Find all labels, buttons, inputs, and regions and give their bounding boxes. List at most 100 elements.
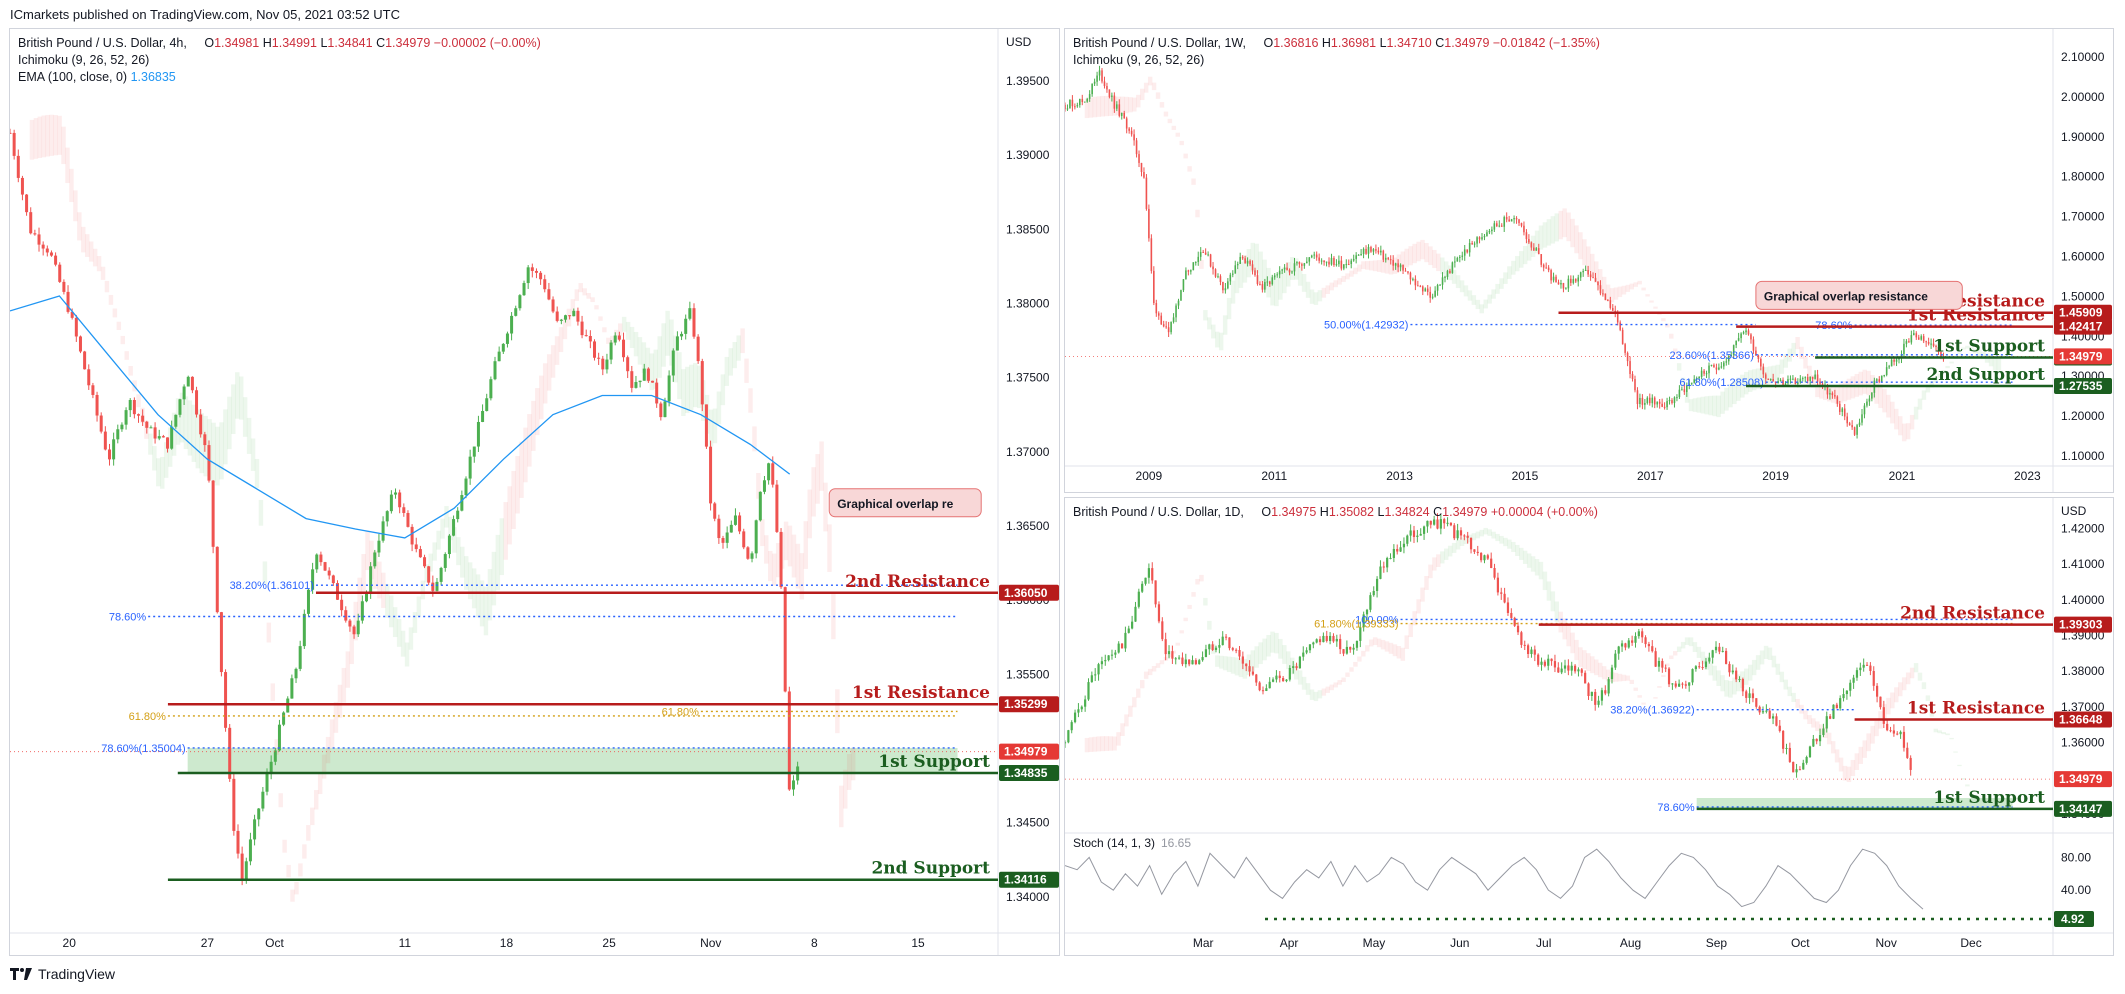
support-level-label: 1st Support	[878, 752, 990, 772]
candle-body	[1705, 373, 1708, 375]
candle-body	[1765, 710, 1768, 712]
x-tick-label: Nov	[1876, 936, 1897, 950]
ichimoku-cloud-segment	[1321, 287, 1327, 298]
candle-body	[327, 570, 331, 576]
chart-panel-1w[interactable]: British Pound / U.S. Dollar, 1W, O1.3681…	[1064, 28, 2114, 493]
candle-body	[1641, 631, 1644, 638]
candle-body	[1506, 602, 1510, 613]
candle-body	[402, 507, 406, 513]
candle-body	[1587, 683, 1590, 696]
ichimoku-cloud-segment	[1795, 698, 1800, 708]
ichimoku-cloud-segment	[491, 551, 497, 606]
candle-body	[460, 495, 464, 511]
ichimoku-cloud-segment	[1270, 276, 1275, 306]
candle-body	[1135, 140, 1138, 155]
candle-body	[1070, 722, 1073, 731]
ichimoku-cloud-segment	[1400, 647, 1406, 661]
ichimoku-cloud-segment	[1128, 705, 1133, 717]
ichimoku-cloud-segment	[278, 793, 283, 808]
ichimoku-cloud-segment	[1779, 359, 1785, 374]
candle-body	[1228, 637, 1231, 649]
ichimoku-cloud-segment	[460, 546, 465, 578]
candle-body	[1266, 281, 1269, 283]
candle-body	[1723, 362, 1725, 367]
candle-body	[1416, 535, 1419, 537]
ichimoku-cloud-segment	[594, 305, 599, 310]
candle-body	[1718, 367, 1720, 370]
ichimoku-cloud-segment	[452, 527, 457, 553]
ichimoku-cloud-segment	[175, 398, 181, 445]
candle-body	[456, 510, 460, 520]
candle-body	[1065, 104, 1066, 110]
candle-body	[1500, 592, 1503, 594]
price-chart-1w[interactable]: 2.100002.000001.900001.800001.700001.600…	[1065, 29, 2113, 492]
candle-body	[1513, 218, 1515, 220]
candle-body	[1224, 288, 1227, 291]
candle-body	[1798, 769, 1802, 771]
ichimoku-cloud-segment	[1104, 736, 1109, 751]
current-price-label: 1.34979	[2059, 349, 2103, 363]
candle-body	[1589, 274, 1592, 278]
price-chart-1d[interactable]: 1.420001.410001.400001.390001.380001.370…	[1065, 498, 2113, 955]
candle-body	[1567, 278, 1570, 289]
indicator-ichimoku-label: Ichimoku (9, 26, 52, 26)	[18, 53, 150, 67]
candle-body	[534, 270, 538, 273]
candle-body	[746, 547, 750, 559]
candle-body	[1087, 682, 1090, 700]
ichimoku-cloud-segment	[1321, 688, 1327, 696]
ichimoku-cloud-segment	[1594, 659, 1599, 676]
ichimoku-cloud-segment	[1147, 76, 1153, 86]
support-level-label: 1st Support	[1933, 788, 2045, 808]
ichimoku-cloud-segment	[1724, 387, 1729, 411]
ichimoku-cloud-segment	[1783, 679, 1788, 690]
candle-body	[1367, 247, 1370, 254]
candle-body	[261, 791, 265, 809]
candle-body	[1851, 425, 1853, 428]
candle-body	[1537, 654, 1540, 665]
chart-panel-1d[interactable]: British Pound / U.S. Dollar, 1D, O1.3497…	[1064, 497, 2114, 956]
ichimoku-cloud-segment	[507, 486, 512, 545]
candle-body	[1090, 675, 1093, 683]
candle-body	[1306, 261, 1308, 264]
ichimoku-cloud-segment	[45, 114, 50, 157]
ichimoku-cloud-segment	[1376, 638, 1382, 648]
ichimoku-cloud-segment	[1372, 260, 1378, 272]
price-chart-4h[interactable]: 1.395001.390001.385001.380001.375001.370…	[10, 29, 1059, 955]
candle-body	[1821, 383, 1824, 386]
ichimoku-cloud-segment	[756, 472, 761, 499]
ichimoku-cloud-segment	[1728, 384, 1733, 408]
candle-body	[1814, 374, 1816, 379]
ichimoku-cloud-segment	[1799, 704, 1804, 714]
ichimoku-cloud-segment	[1815, 383, 1820, 398]
candle-body	[1227, 281, 1229, 289]
ichimoku-cloud-segment	[1416, 241, 1421, 262]
candle-body	[1197, 256, 1200, 263]
tradingview-brand[interactable]: TradingView	[10, 966, 115, 982]
ichimoku-cloud-segment	[1582, 239, 1587, 266]
y-tick-label: 1.38000	[2061, 664, 2105, 678]
ichimoku-cloud-segment	[1282, 645, 1287, 664]
fib-level-label: 38.20%(1.36101)	[230, 580, 314, 592]
candle-body	[277, 724, 281, 751]
ichimoku-cloud-segment	[1771, 655, 1777, 668]
ichimoku-cloud-segment	[1680, 377, 1686, 387]
chart-panel-4h[interactable]: British Pound / U.S. Dollar, 4h, O1.3498…	[9, 28, 1060, 956]
candle-body	[1562, 282, 1565, 289]
candle-body	[1308, 644, 1312, 651]
candle-body	[1322, 635, 1325, 643]
ichimoku-cloud-segment	[1183, 153, 1188, 159]
candle-body	[1212, 266, 1214, 270]
ichimoku-cloud-segment	[1669, 655, 1674, 660]
y-tick-label: 1.34500	[1006, 816, 1050, 830]
candle-body	[1098, 70, 1101, 76]
ichimoku-cloud-segment	[1566, 212, 1571, 242]
candle-body	[1835, 704, 1838, 709]
price-tag-label: 1.42417	[2059, 320, 2103, 334]
ichimoku-cloud-segment	[1649, 300, 1654, 303]
ichimoku-cloud-segment	[73, 190, 78, 222]
ichimoku-cloud-segment	[1823, 385, 1828, 401]
ichimoku-cloud-segment	[1874, 718, 1879, 737]
candle-body	[1527, 645, 1530, 655]
candle-body	[195, 390, 199, 415]
ichimoku-cloud-segment	[1140, 680, 1145, 689]
